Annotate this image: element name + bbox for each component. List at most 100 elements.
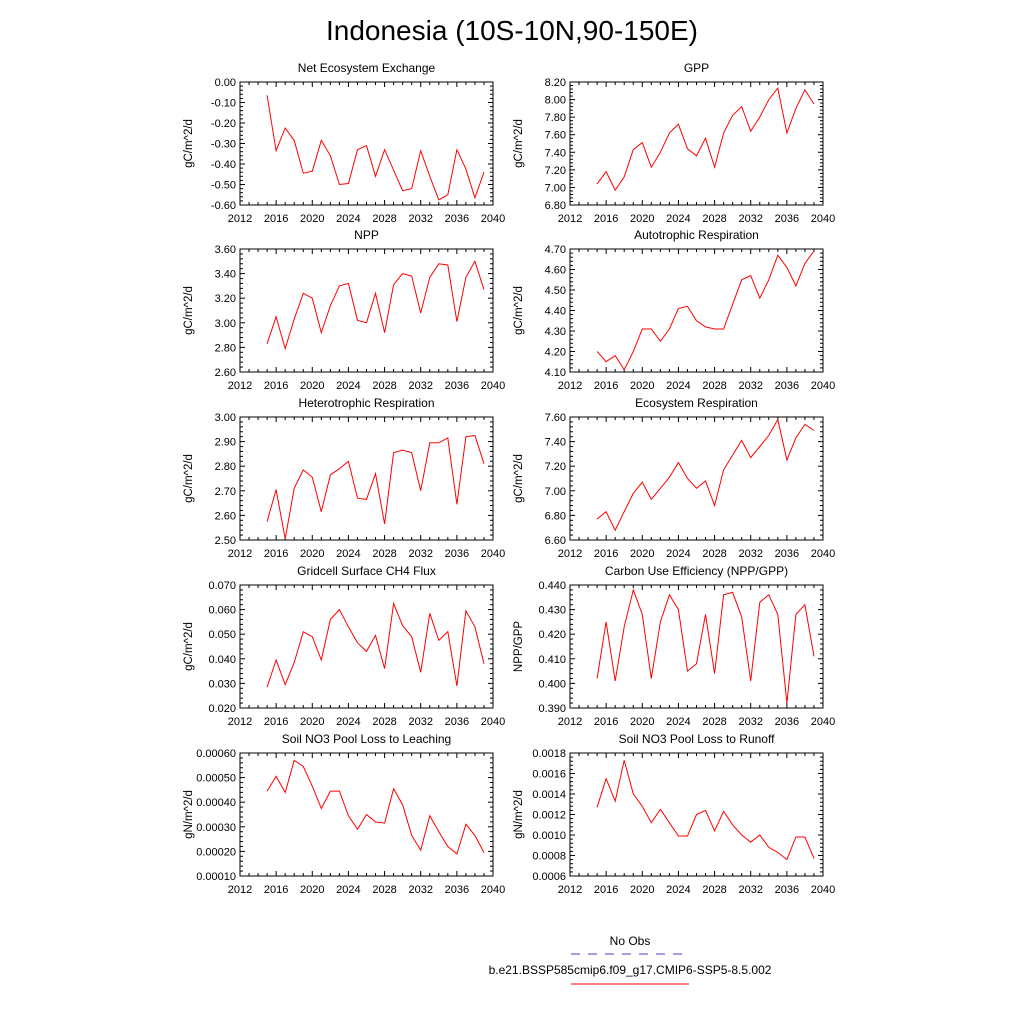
x-tick-label: 2040 [811,884,835,896]
x-tick-label: 2032 [738,213,762,225]
y-tick-label: 2.80 [215,342,236,354]
y-tick-label: 0.0016 [532,769,566,781]
x-tick-label: 2016 [264,213,288,225]
y-tick-label: 0.0010 [532,830,566,842]
x-tick-label: 2028 [702,716,726,728]
plot-frame [239,81,494,206]
y-tick-label: 0.410 [538,654,566,666]
x-tick-label: 2016 [594,548,618,560]
y-tick-label: -0.20 [211,118,236,130]
y-axis-label: gC/m^2/d [183,286,195,335]
panel-title: Carbon Use Efficiency (NPP/GPP) [605,564,788,578]
legend: No Obs b.e21.BSSP585cmip6.f09_g17.CMIP6-… [489,934,772,985]
y-tick-label: 4.60 [545,265,566,277]
y-tick-label: 4.50 [545,285,566,297]
y-axis-label: gC/m^2/d [513,454,525,503]
series-line [596,760,815,861]
x-tick-label: 2032 [408,548,432,560]
x-tick-label: 2012 [228,884,252,896]
y-tick-label: 0.400 [538,678,566,690]
x-tick-label: 2020 [630,716,654,728]
x-tick-label: 2032 [738,716,762,728]
x-tick-label: 2016 [594,716,618,728]
x-tick-label: 2020 [630,213,654,225]
y-tick-label: 0.060 [208,605,236,617]
y-tick-label: -0.40 [211,159,236,171]
y-tick-label: 0.390 [538,703,566,715]
x-tick-label: 2040 [481,213,505,225]
x-tick-label: 2016 [264,380,288,392]
y-tick-label: 6.80 [545,510,566,522]
y-tick-label: 3.40 [215,269,236,281]
x-tick-label: 2032 [408,716,432,728]
y-tick-label: 8.20 [545,77,566,89]
x-tick-label: 2032 [408,884,432,896]
series-line [596,418,815,532]
legend-model-label: b.e21.BSSP585cmip6.f09_g17.CMIP6-SSP5-8.… [489,963,772,977]
x-tick-label: 2040 [481,380,505,392]
y-tick-label: 2.90 [215,437,236,449]
y-tick-label: 2.50 [215,535,236,547]
plot-frame [569,248,824,373]
x-tick-label: 2024 [666,213,690,225]
y-tick-label: 0.030 [208,678,236,690]
x-tick-label: 2040 [811,213,835,225]
x-tick-label: 2012 [558,548,582,560]
x-tick-label: 2024 [666,884,690,896]
x-tick-label: 2028 [372,716,396,728]
panel-9: Soil NO3 Pool Loss to Leaching gN/m^2/d 20… [183,732,505,896]
panel-title: Autotrophic Respiration [634,228,759,242]
y-tick-label: 8.00 [545,95,566,107]
y-tick-label: 2.80 [215,461,236,473]
plot-frame [569,81,824,206]
series-line [266,434,485,539]
x-tick-label: 2024 [666,716,690,728]
x-tick-label: 2036 [775,380,799,392]
panel-3: NPP gC/m^2/d 2012 2016 2020 2024 2028 2032 2036 2… [183,228,505,392]
x-tick-label: 2040 [811,548,835,560]
x-tick-label: 2036 [445,884,469,896]
x-tick-label: 2028 [702,213,726,225]
panel-4: Autotrophic Respiration gC/m^2/d 2012 2016 2… [513,228,835,392]
figure-title: Indonesia (10S-10N,90-150E) [326,15,698,46]
x-tick-label: 2036 [445,213,469,225]
x-tick-label: 2016 [264,716,288,728]
y-tick-label: 0.070 [208,580,236,592]
x-tick-label: 2020 [300,213,324,225]
x-tick-label: 2012 [228,548,252,560]
x-tick-label: 2036 [445,548,469,560]
panel-title: GPP [684,61,709,75]
y-tick-label: 0.00 [215,77,236,89]
panel-title: Gridcell Surface CH4 Flux [297,564,436,578]
x-tick-label: 2036 [445,716,469,728]
x-tick-label: 2028 [372,548,396,560]
y-tick-label: -0.30 [211,139,236,151]
y-axis-label: gC/m^2/d [513,119,525,168]
y-tick-label: 2.70 [215,486,236,498]
x-tick-label: 2024 [666,380,690,392]
y-tick-label: 4.30 [545,326,566,338]
x-tick-label: 2020 [300,716,324,728]
panel-2: GPP gC/m^2/d 2012 2016 2020 2024 2028 2032 2036 2… [513,61,835,225]
y-tick-label: 7.20 [545,165,566,177]
y-tick-label: 6.60 [545,535,566,547]
x-tick-label: 2032 [738,548,762,560]
x-tick-label: 2040 [481,884,505,896]
x-tick-label: 2012 [228,380,252,392]
x-tick-label: 2020 [300,548,324,560]
y-tick-label: 7.00 [545,182,566,194]
x-tick-label: 2024 [336,213,360,225]
plot-frame [569,416,824,541]
panel-1: Net Ecosystem Exchange gC/m^2/d 2012 2016 20… [183,61,505,225]
x-tick-label: 2028 [372,213,396,225]
y-axis-label: gC/m^2/d [513,286,525,335]
x-tick-label: 2016 [594,213,618,225]
x-tick-label: 2036 [775,548,799,560]
panel-title: Ecosystem Respiration [635,396,758,410]
x-tick-label: 2012 [228,213,252,225]
panel-7: Gridcell Surface CH4 Flux gC/m^2/d 2012 201… [183,564,505,728]
x-tick-label: 2032 [738,884,762,896]
y-axis-label: gN/m^2/d [513,790,525,839]
y-tick-label: 0.0006 [532,871,566,883]
y-tick-label: 0.00030 [196,822,236,834]
